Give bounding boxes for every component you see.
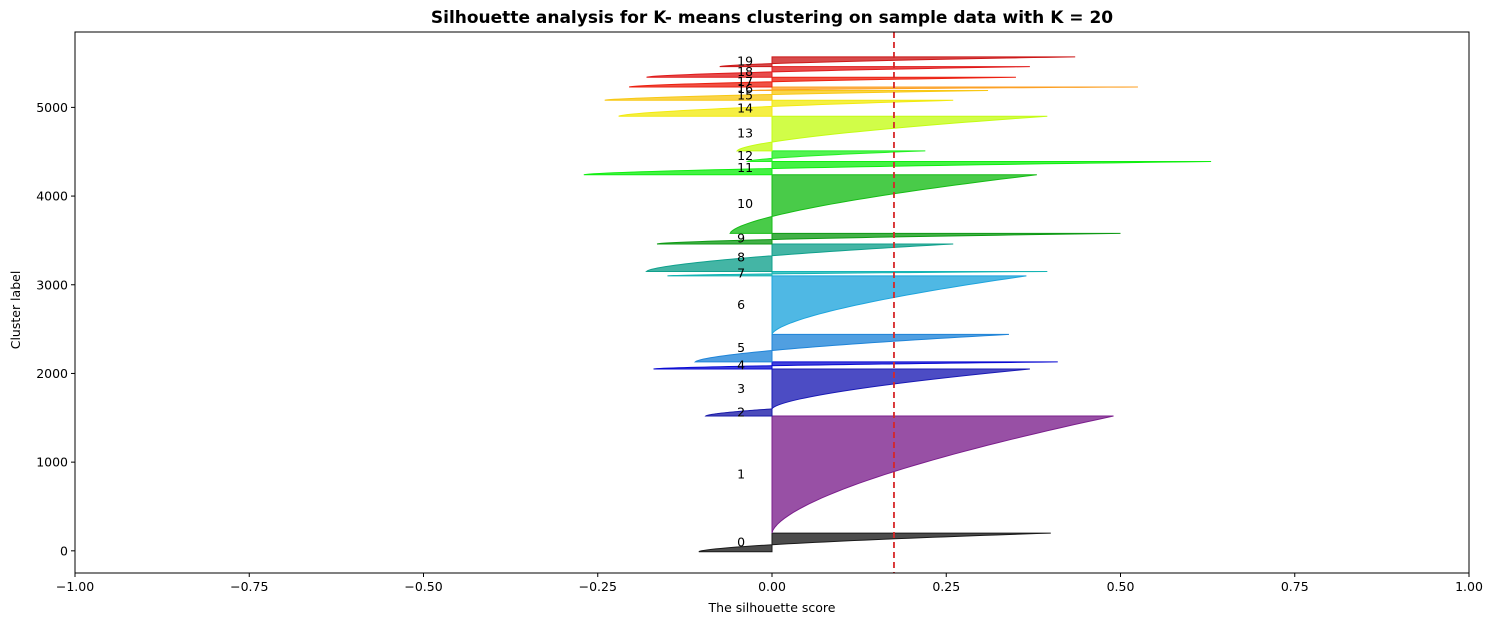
x-tick-label: 0.25 — [932, 579, 960, 594]
x-axis-ticks: −1.00 −0.75 −0.50 −0.25 0.00 0.25 0.50 0.75 1.00 — [56, 573, 1483, 594]
cluster-12-silhouette — [745, 150, 926, 162]
cluster-label-3: 3 — [737, 381, 745, 396]
cluster-label-1: 1 — [737, 467, 745, 482]
cluster-19-silhouette — [719, 56, 1076, 68]
cluster-label-15: 15 — [737, 87, 753, 102]
x-tick-label: 0.75 — [1281, 579, 1309, 594]
cluster-label-4: 4 — [737, 357, 745, 372]
cluster-13-silhouette — [735, 115, 1048, 152]
x-tick-label: 1.00 — [1455, 579, 1483, 594]
x-tick-label: −1.00 — [56, 579, 94, 594]
cluster-0-silhouette — [698, 532, 1051, 553]
y-tick-label: 5000 — [36, 100, 68, 115]
cluster-label-6: 6 — [737, 297, 745, 312]
chart-title: Silhouette analysis for K- means cluster… — [431, 8, 1113, 28]
y-tick-label: 3000 — [36, 277, 68, 292]
cluster-7-silhouette — [667, 270, 1048, 277]
cluster-9-silhouette — [656, 232, 1121, 245]
cluster-label-10: 10 — [737, 196, 753, 211]
y-tick-label: 1000 — [36, 455, 68, 470]
x-tick-label: 0.00 — [758, 579, 786, 594]
y-axis-label: Cluster label — [8, 271, 23, 350]
cluster-11-silhouette — [583, 160, 1212, 176]
cluster-label-17: 17 — [737, 74, 753, 89]
cluster-18-silhouette — [646, 66, 1030, 78]
x-tick-label: −0.75 — [230, 579, 268, 594]
y-axis-ticks: 0 1000 2000 3000 4000 5000 — [36, 100, 75, 558]
cluster-label-14: 14 — [737, 100, 753, 115]
cluster-17-silhouette — [629, 76, 1016, 88]
x-tick-label: −0.25 — [579, 579, 617, 594]
cluster-10-silhouette — [729, 174, 1037, 234]
cluster-1-silhouette — [771, 415, 1114, 534]
cluster-label-12: 12 — [737, 148, 753, 163]
y-tick-label: 2000 — [36, 366, 68, 381]
x-tick-label: 0.50 — [1107, 579, 1135, 594]
cluster-15-silhouette — [604, 90, 989, 101]
cluster-label-18: 18 — [737, 64, 753, 79]
y-tick-label: 4000 — [36, 189, 68, 204]
cluster-16-silhouette — [751, 86, 1138, 92]
y-tick-label: 0 — [60, 543, 68, 558]
cluster-5-silhouette — [693, 333, 1010, 363]
cluster-label-2: 2 — [737, 404, 745, 419]
x-axis-label: The silhouette score — [708, 600, 836, 615]
cluster-silhouettes — [583, 56, 1212, 553]
cluster-label-16: 16 — [737, 81, 753, 96]
cluster-label-19: 19 — [737, 54, 753, 69]
cluster-8-silhouette — [645, 243, 954, 272]
cluster-label-9: 9 — [737, 231, 745, 246]
cluster-4-silhouette — [653, 361, 1058, 370]
x-tick-label: −0.50 — [404, 579, 442, 594]
cluster-label-0: 0 — [737, 534, 745, 549]
cluster-2-silhouette — [704, 408, 773, 417]
cluster-14-silhouette — [618, 99, 954, 117]
cluster-label-7: 7 — [737, 266, 745, 281]
cluster-label-5: 5 — [737, 340, 745, 355]
cluster-3-silhouette — [771, 368, 1030, 411]
cluster-label-11: 11 — [737, 160, 753, 175]
cluster-6-silhouette — [771, 275, 1027, 335]
cluster-label-8: 8 — [737, 250, 745, 265]
cluster-label-13: 13 — [737, 126, 753, 141]
